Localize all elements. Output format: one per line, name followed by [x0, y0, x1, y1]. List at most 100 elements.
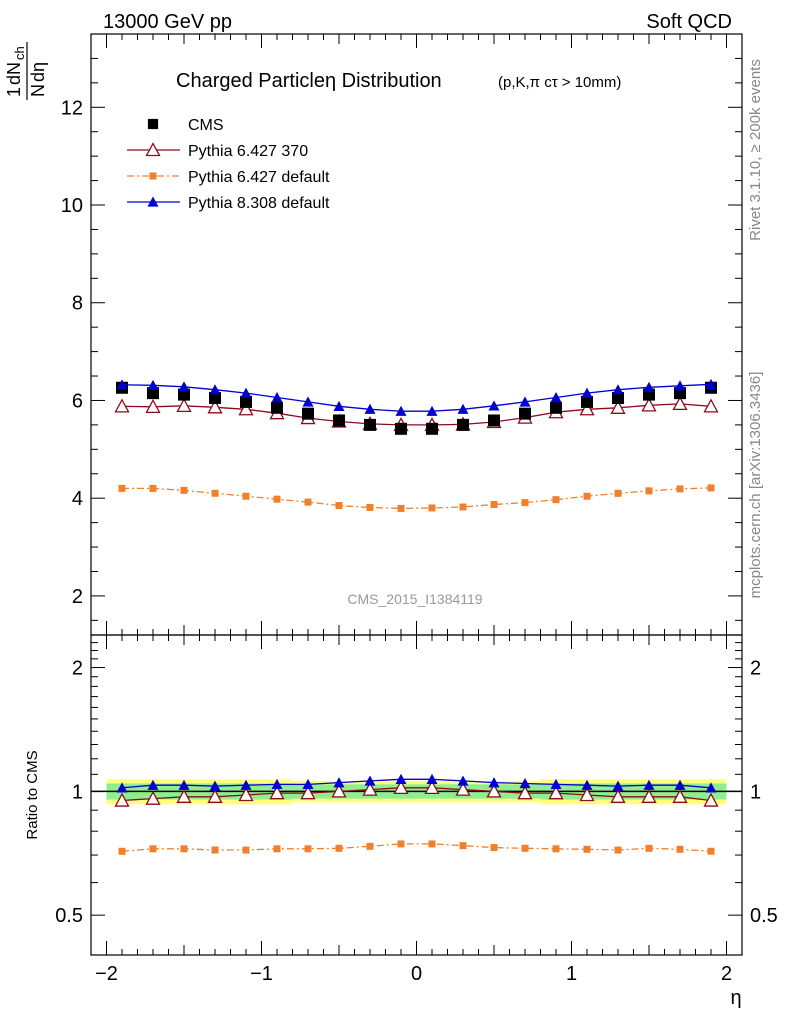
ratio-panel: 0.5 0.5 1 1 2 2 [55, 634, 778, 956]
cms-point [426, 422, 438, 435]
cms-point [395, 422, 407, 435]
pythia-6-427-370-point [207, 399, 223, 414]
cms-point [364, 418, 376, 431]
pythia-6-427-default-point [552, 845, 560, 853]
pythia-6-427-370-point [331, 783, 347, 798]
ylabel-num-a: 1 [4, 87, 24, 97]
pythia-8-308-default-point [612, 780, 624, 791]
pythia-6-427-default-point [707, 847, 715, 855]
header-category-label: Soft QCD [646, 11, 732, 33]
pythia-8-308-default-point [333, 400, 345, 412]
pythia-8-308-default-point [395, 773, 407, 784]
pythia-6-427-default-line [121, 843, 712, 852]
main-y-tick-label: 12 [61, 97, 83, 119]
pythia-6-427-370-point [579, 787, 595, 802]
main-axis-ticks: 2 4 6 8 10 12 [61, 33, 743, 635]
pythia-6-427-default-point [335, 502, 343, 510]
pythia-6-427-370-point [548, 785, 564, 800]
pythia-8-308-default-point [302, 396, 314, 407]
pythia-8-308-default-point [705, 782, 717, 793]
pythia-8-308-default-point [178, 779, 190, 790]
pythia-6-427-default-point [521, 844, 529, 852]
pythia-6-427-370-point [641, 788, 657, 803]
analysis-watermark: CMS_2015_I1384119 [347, 591, 482, 607]
pythia-6-427-370-point [145, 790, 161, 805]
pythia-8-308-default-point [209, 780, 221, 791]
pythia-6-427-default-point [304, 845, 312, 853]
x-axis-label: η [730, 987, 741, 1009]
pythia-6-427-default-point [428, 840, 436, 848]
x-tick-label: −2 [95, 963, 118, 985]
pythia-6-427-370-point [455, 781, 471, 796]
pythia-6-427-370-point [114, 792, 130, 807]
ratio-y-tick-label-right: 1 [750, 781, 761, 803]
pythia-6-427-default-point [645, 487, 653, 495]
ratio-y-tick-label-left: 0.5 [55, 905, 83, 927]
main-series [114, 378, 719, 512]
pythia-6-427-default-point [211, 489, 219, 497]
pythia-6-427-default-point [521, 499, 529, 507]
legend-marker-pythia-8-308-default [147, 196, 159, 207]
ylabel-den-b: dη [28, 62, 48, 82]
ratio-y-tick-label-right: 2 [750, 658, 761, 680]
main-y-tick-label: 8 [72, 293, 83, 315]
pythia-6-427-370-point [393, 779, 409, 794]
pythia-8-308-default-point [519, 777, 531, 789]
ratio-axis-ticks: 0.5 0.5 1 1 2 2 [55, 634, 778, 956]
pythia-6-427-default-point [676, 485, 684, 493]
pythia-6-427-default-point [242, 846, 250, 854]
pythia-6-427-370-point [486, 783, 502, 798]
x-tick-labels: −2 −1 0 1 2 [95, 963, 732, 985]
pythia-6-427-default-point [614, 846, 622, 854]
pythia-6-427-370-point [424, 779, 440, 794]
pythia-6-427-370-point [672, 396, 688, 411]
pythia-8-308-default-point [302, 778, 314, 790]
pythia-6-427-default-point [180, 486, 188, 494]
main-y-tick-label: 6 [72, 390, 83, 412]
pythia-6-427-default-point [304, 498, 312, 506]
pythia-6-427-370-point [207, 788, 223, 803]
pythia-8-308-default-point [240, 779, 252, 790]
pythia-6-427-default-point [490, 501, 498, 509]
pythia-8-308-default-line [121, 383, 712, 412]
legend-marker-pythia-6-427-370 [145, 142, 161, 157]
pythia-8-308-default-point [488, 777, 500, 788]
pythia-8-308-default-point [426, 773, 438, 784]
pythia-6-427-370-point [269, 785, 285, 800]
pythia-6-427-default-point [676, 845, 684, 853]
pythia-8-308-default-point [178, 381, 190, 392]
pythia-6-427-default-point [490, 844, 498, 852]
pythia-8-308-default-point [395, 405, 407, 416]
pythia-6-427-default-point [149, 845, 157, 853]
pythia-8-308-default-point [147, 379, 159, 390]
pythia-8-308-default-point [457, 403, 469, 414]
pythia-8-308-default-point [457, 775, 469, 786]
legend: CMS Pythia 6.427 370 Pythia 6.427 default P… [127, 117, 330, 212]
main-y-tick-label: 10 [61, 195, 83, 217]
pythia-6-427-default-point [273, 495, 281, 503]
pythia-6-427-default-point [118, 847, 126, 855]
pythia-8-308-default-point [705, 378, 717, 390]
pythia-6-427-default-point [428, 504, 436, 512]
pythia-6-427-370-point [641, 397, 657, 412]
pythia-6-427-default-point [273, 845, 281, 853]
cms-point [519, 407, 531, 420]
rivet-version-label: Rivet 3.1.10, ≥ 200k events [747, 59, 764, 241]
pythia-8-308-default-point [271, 392, 283, 403]
pythia-6-427-default-point [645, 844, 653, 852]
pythia-6-427-default-point [552, 496, 560, 504]
ratio-series [114, 773, 719, 855]
x-tick-label: 1 [566, 963, 577, 985]
pythia-6-427-default-point [335, 844, 343, 852]
pythia-6-427-default-point [149, 484, 157, 492]
pythia-6-427-370-point [176, 397, 192, 413]
cms-point [178, 388, 190, 401]
pythia-6-427-370-point [238, 787, 254, 802]
pythia-6-427-default-point [180, 845, 188, 853]
pythia-6-427-default-point [707, 484, 715, 492]
pythia-6-427-370-point [579, 401, 595, 416]
main-y-tick-label: 4 [72, 488, 83, 510]
pythia-8-308-default-point [674, 779, 686, 790]
